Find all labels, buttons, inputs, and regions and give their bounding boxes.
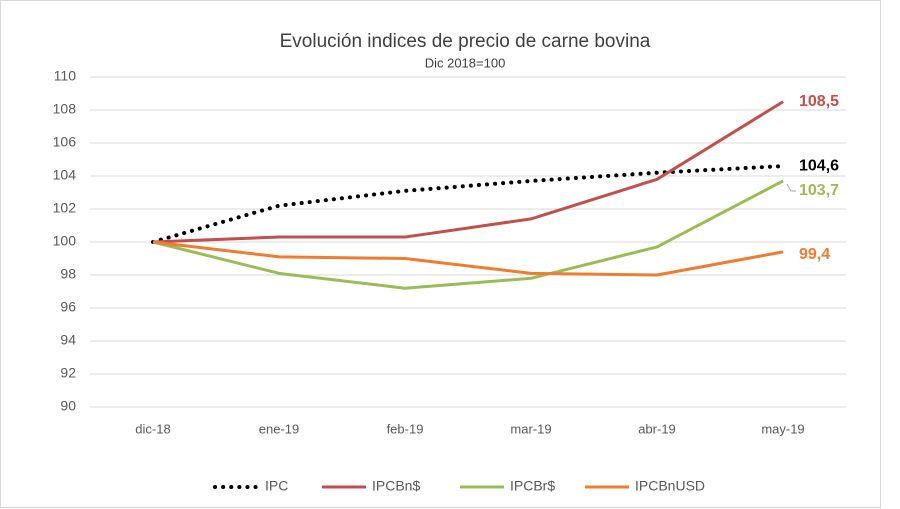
y-tick-label: 94 <box>60 332 76 348</box>
y-tick-label: 110 <box>54 68 77 84</box>
series-line <box>152 240 784 277</box>
x-tick-label: abr-19 <box>638 421 676 436</box>
value-label: 108,5 <box>799 93 839 110</box>
y-tick-label: 102 <box>53 200 77 216</box>
y-tick-label: 106 <box>53 134 77 150</box>
y-tick-label: 100 <box>53 233 77 249</box>
x-tick-label: dic-18 <box>135 421 170 436</box>
legend-label: IPCBr$ <box>510 478 555 494</box>
y-tick-label: 108 <box>53 101 77 117</box>
value-label: 99,4 <box>799 246 830 263</box>
y-tick-label: 96 <box>60 299 76 315</box>
x-tick-label: ene-19 <box>259 421 299 436</box>
y-tick-label: 98 <box>60 266 76 282</box>
legend-label: IPC <box>265 478 288 494</box>
x-tick-label: feb-19 <box>387 421 424 436</box>
y-tick-label: 104 <box>53 167 77 183</box>
chart-subtitle: Dic 2018=100 <box>425 55 506 70</box>
y-tick-label: 90 <box>60 398 76 414</box>
chart-title: Evolución indices de precio de carne bov… <box>280 31 651 52</box>
y-tick-label: 92 <box>60 365 76 381</box>
legend-label: IPCBnUSD <box>635 478 705 494</box>
label-leader <box>786 183 796 192</box>
chart-border <box>0 0 881 508</box>
x-tick-label: may-19 <box>761 421 804 436</box>
value-label: 103,7 <box>799 182 839 199</box>
legend-label: IPCBn$ <box>372 478 420 494</box>
series-line <box>152 100 784 244</box>
value-label: 104,6 <box>799 157 839 174</box>
x-tick-label: mar-19 <box>510 421 551 436</box>
series-line <box>152 179 784 290</box>
